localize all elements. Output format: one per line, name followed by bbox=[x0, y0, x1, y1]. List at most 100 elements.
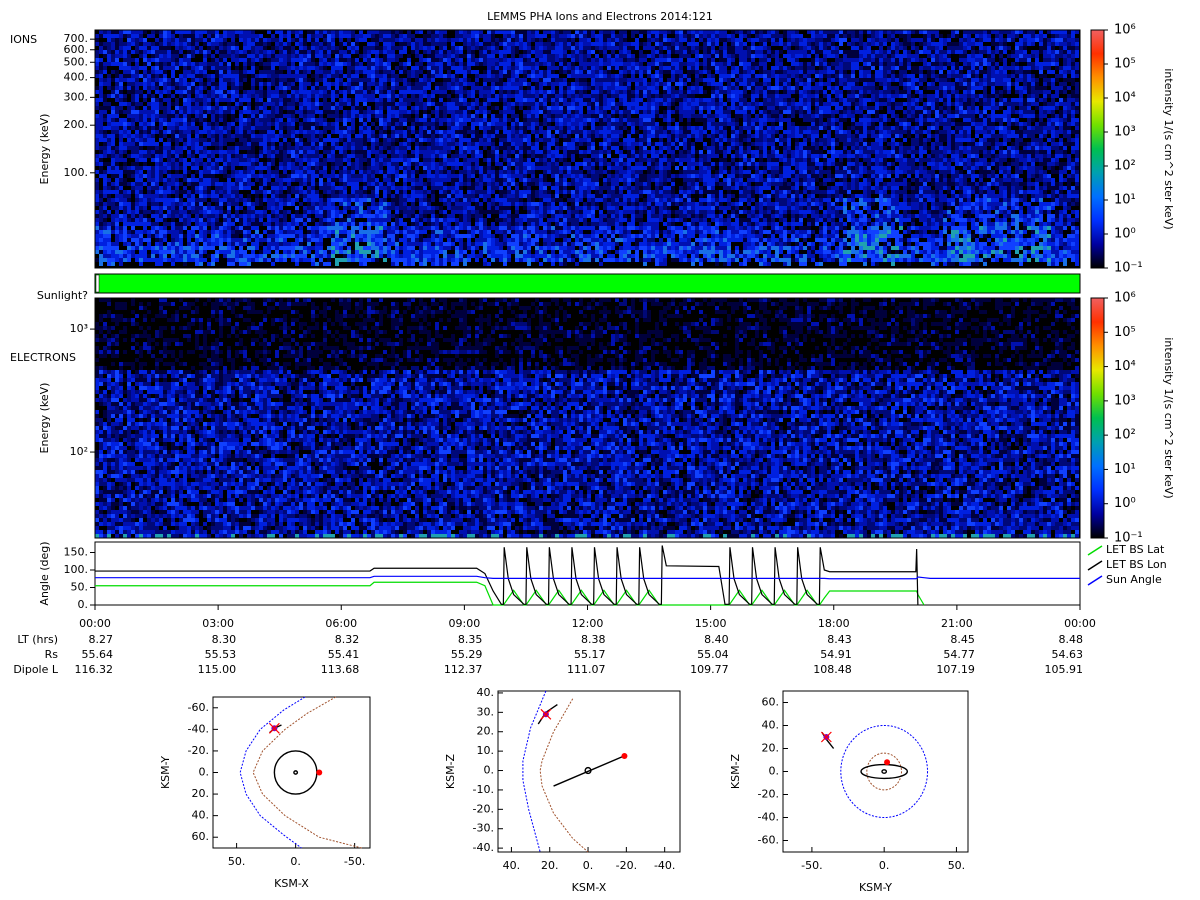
colorbar bbox=[1090, 29, 1105, 269]
x-tick-label: -20. bbox=[616, 859, 637, 872]
ephemeris-value: 107.19 bbox=[936, 663, 975, 676]
ephemeris-value: 55.17 bbox=[574, 648, 606, 661]
colorbar-label: intensity 1/(s cm^2 ster keV) bbox=[1162, 68, 1175, 229]
colorbar-tick-label: 10⁴ bbox=[1114, 359, 1136, 374]
x-tick-label: -50. bbox=[344, 855, 365, 868]
y-tick-label: 0. bbox=[199, 766, 210, 779]
colorbar-tick-label: 10⁶ bbox=[1114, 23, 1136, 38]
x-tick-label: 0. bbox=[583, 859, 594, 872]
ephemeris-value: 108.48 bbox=[813, 663, 852, 676]
y-tick-label: 10³ bbox=[70, 322, 88, 335]
x-tick-label: 00:00 bbox=[1064, 617, 1096, 630]
y-tick-label: 200. bbox=[64, 118, 89, 131]
x-tick-label: 03:00 bbox=[202, 617, 234, 630]
orbit-ellipse bbox=[293, 770, 299, 775]
colorbar bbox=[1090, 297, 1105, 539]
x-tick-label: 12:00 bbox=[572, 617, 604, 630]
colorbar-tick-label: 10³ bbox=[1114, 393, 1136, 408]
ephemeris-value: 55.64 bbox=[82, 648, 114, 661]
legend-swatch bbox=[1087, 560, 1103, 571]
y-tick-label: -40. bbox=[758, 811, 779, 824]
x-tick-label: 09:00 bbox=[449, 617, 481, 630]
ephemeris-value: 8.32 bbox=[335, 633, 360, 646]
y-tick-label: 0. bbox=[484, 764, 495, 777]
plot-frame bbox=[94, 541, 1081, 606]
panel-label: IONS bbox=[10, 33, 37, 46]
orbit-curve bbox=[553, 754, 627, 787]
y-tick-label: 20. bbox=[192, 787, 210, 800]
x-tick-label: 20. bbox=[541, 859, 559, 872]
colorbar-tick-label: 10⁶ bbox=[1114, 291, 1136, 306]
y-tick-label: 60. bbox=[762, 696, 780, 709]
x-tick-label: 18:00 bbox=[818, 617, 850, 630]
orbit-curve bbox=[252, 696, 362, 849]
status-bar-start bbox=[95, 274, 100, 293]
ephemeris-value: 54.63 bbox=[1052, 648, 1084, 661]
series-line bbox=[95, 575, 1080, 580]
x-tick-label: 50. bbox=[228, 855, 246, 868]
y-tick-label: 10. bbox=[477, 744, 495, 757]
colorbar-label: intensity 1/(s cm^2 ster keV) bbox=[1162, 337, 1175, 498]
ephemeris-value: 8.40 bbox=[704, 633, 729, 646]
y-tick-label: -20. bbox=[473, 802, 494, 815]
y-tick-label: 500. bbox=[64, 55, 89, 68]
x-axis-label: KSM-X bbox=[274, 877, 309, 890]
colorbar-tick-label: 10⁰ bbox=[1114, 227, 1136, 242]
ephemeris-value: 8.43 bbox=[827, 633, 852, 646]
legend-label: Sun Angle bbox=[1106, 573, 1162, 586]
ephemeris-value: 109.77 bbox=[690, 663, 729, 676]
y-tick-label: 40. bbox=[477, 686, 495, 699]
plot-frame bbox=[782, 690, 969, 853]
spectrogram-cells bbox=[95, 30, 1079, 266]
ephemeris-value: 8.30 bbox=[212, 633, 237, 646]
ephemeris-row-label: LT (hrs) bbox=[17, 633, 58, 646]
x-tick-label: 0. bbox=[879, 859, 890, 872]
legend-swatch bbox=[1087, 575, 1103, 586]
y-tick-label: -40. bbox=[188, 722, 209, 735]
y-tick-label: -20. bbox=[188, 744, 209, 757]
x-axis-label: KSM-X bbox=[572, 881, 607, 894]
spacecraft-cross bbox=[540, 708, 552, 720]
orbit-ellipse bbox=[860, 763, 908, 780]
x-tick-label: 21:00 bbox=[941, 617, 973, 630]
orbit-curve bbox=[239, 696, 306, 849]
status-bar bbox=[94, 273, 1081, 294]
x-axis-label: KSM-Y bbox=[859, 881, 892, 894]
y-tick-label: -60. bbox=[188, 701, 209, 714]
y-axis-label: Energy (keV) bbox=[38, 383, 51, 454]
orbit-point bbox=[316, 769, 323, 776]
ephemeris-value: 111.07 bbox=[567, 663, 606, 676]
spacecraft-cross bbox=[268, 722, 280, 734]
ephemeris-value: 112.37 bbox=[444, 663, 483, 676]
x-tick-label: 00:00 bbox=[79, 617, 111, 630]
orbit-curve bbox=[522, 690, 547, 853]
x-tick-label: -40. bbox=[654, 859, 675, 872]
status-label: Sunlight? bbox=[37, 289, 88, 302]
colorbar-tick-label: 10⁻¹ bbox=[1114, 531, 1143, 546]
ephemeris-value: 105.91 bbox=[1045, 663, 1084, 676]
y-tick-label: -20. bbox=[758, 788, 779, 801]
y-tick-label: -40. bbox=[473, 841, 494, 854]
orbit-point bbox=[621, 752, 628, 759]
y-tick-label: 50. bbox=[71, 581, 89, 594]
colorbar-tick-label: 10⁰ bbox=[1114, 496, 1136, 511]
legend-swatch bbox=[1087, 545, 1103, 556]
y-tick-label: 40. bbox=[192, 809, 210, 822]
ephemeris-value: 55.04 bbox=[697, 648, 729, 661]
y-tick-label: 300. bbox=[64, 90, 89, 103]
ephemeris-value: 55.53 bbox=[205, 648, 237, 661]
legend-label: LET BS Lat bbox=[1106, 543, 1165, 556]
orbit-ellipse bbox=[866, 752, 903, 791]
orbit-ellipse bbox=[840, 725, 929, 818]
ephemeris-value: 116.32 bbox=[75, 663, 114, 676]
y-axis-label: Angle (deg) bbox=[38, 541, 51, 605]
y-tick-label: -60. bbox=[758, 834, 779, 847]
spectrogram-cells bbox=[95, 370, 1079, 538]
y-tick-label: 20. bbox=[477, 725, 495, 738]
orbit-point bbox=[884, 759, 891, 766]
y-axis-label: KSM-Z bbox=[444, 753, 457, 789]
ephemeris-value: 8.38 bbox=[581, 633, 606, 646]
legend-label: LET BS Lon bbox=[1106, 558, 1167, 571]
spectrogram-cells bbox=[95, 30, 1079, 266]
